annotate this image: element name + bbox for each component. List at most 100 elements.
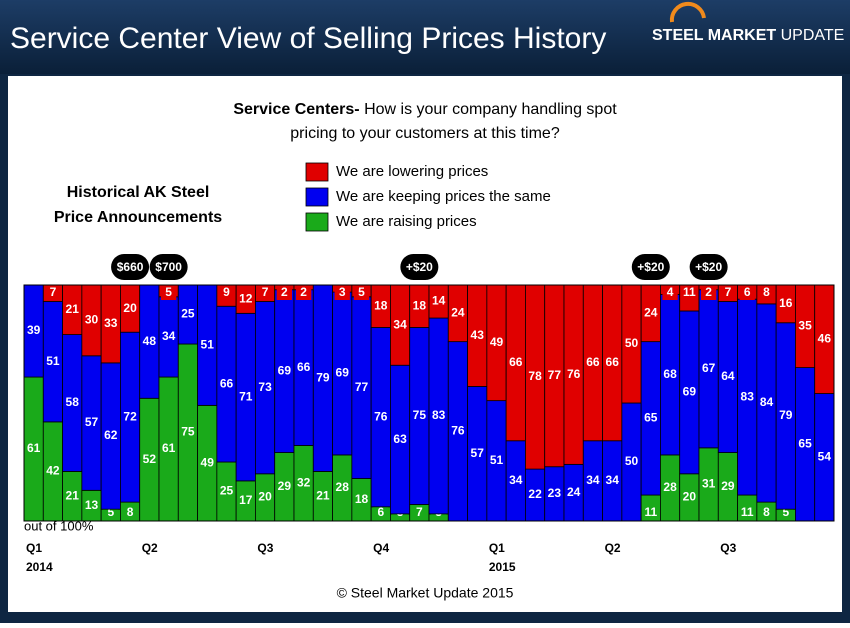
label-box	[758, 506, 775, 520]
label-box	[218, 286, 235, 300]
label-box	[681, 286, 697, 300]
label-box	[276, 286, 292, 300]
value-label: 71	[239, 389, 253, 403]
value-label: 51	[201, 337, 215, 351]
value-label: 5	[358, 285, 365, 299]
value-label: 31	[702, 477, 716, 491]
value-label: 42	[46, 464, 60, 478]
value-label: 66	[509, 355, 523, 369]
value-label: 4	[667, 285, 674, 299]
value-label: 57	[85, 415, 99, 429]
announcement-label: $700	[155, 260, 182, 274]
value-label: 83	[741, 389, 755, 403]
label-box	[720, 286, 736, 300]
value-label: 77	[355, 380, 369, 394]
value-label: 8	[127, 505, 134, 519]
plot-frame	[23, 284, 835, 522]
value-label: 76	[451, 423, 465, 437]
value-label: 66	[297, 360, 311, 374]
value-label: 54	[818, 449, 832, 463]
legend-swatch	[305, 187, 329, 207]
axis-note: out of 100%	[24, 518, 94, 533]
header-bar	[0, 0, 850, 74]
value-label: 14	[432, 294, 446, 308]
value-label: 18	[355, 492, 369, 506]
value-label: 18	[374, 298, 388, 312]
value-label: 69	[683, 385, 697, 399]
value-label: 29	[721, 479, 735, 493]
value-label: 35	[798, 318, 812, 332]
value-label: 50	[625, 336, 639, 350]
legend-swatch	[305, 162, 329, 182]
value-label: 29	[278, 479, 292, 493]
year-label: 2014	[26, 560, 53, 574]
value-label: 12	[239, 291, 253, 305]
value-label: 52	[143, 452, 157, 466]
label-box	[701, 286, 717, 300]
x-tick-label: Q3	[257, 541, 273, 555]
value-label: 66	[586, 355, 600, 369]
question-text: How is your company handling spot	[364, 101, 617, 118]
value-label: 9	[223, 285, 230, 299]
value-label: 84	[760, 395, 774, 409]
value-label: 20	[683, 490, 697, 504]
value-label: 17	[239, 493, 253, 507]
label-box	[373, 506, 389, 520]
value-label: 11	[683, 285, 696, 299]
label-box	[739, 286, 755, 300]
value-label: 79	[779, 408, 793, 422]
value-label: 32	[297, 475, 311, 489]
announcement-badge	[400, 254, 439, 280]
x-tick-label: Q1	[26, 541, 42, 555]
value-label: 5	[782, 505, 789, 519]
x-tick-label: Q1	[489, 541, 505, 555]
question-line: pricing to your customers at this time?	[290, 125, 560, 142]
value-label: 34	[162, 329, 176, 343]
value-label: 6	[377, 505, 384, 519]
value-label: 25	[220, 484, 234, 498]
value-label: 8	[763, 285, 770, 299]
label-box	[411, 506, 427, 520]
logo: STEEL MARKET UPDATE	[652, 27, 844, 44]
value-label: 7	[725, 285, 732, 299]
announcement-label: +$20	[406, 260, 433, 274]
label-box	[296, 286, 312, 300]
source: © Steel Market Update 2015	[337, 585, 514, 601]
value-label: 24	[567, 485, 581, 499]
value-label: 24	[451, 305, 465, 319]
value-label: 64	[721, 369, 735, 383]
legend-label: We are raising prices	[336, 213, 477, 230]
value-label: 73	[258, 380, 272, 394]
value-label: 28	[663, 480, 677, 494]
annotation-title: Historical AK Steel	[67, 184, 210, 201]
value-label: 28	[336, 480, 350, 494]
value-label: 75	[181, 425, 195, 439]
value-label: 75	[413, 408, 427, 422]
value-label: 34	[586, 473, 600, 487]
value-label: 11	[644, 505, 657, 519]
x-tick-label: Q4	[373, 541, 389, 555]
announcement-badge	[149, 254, 188, 280]
legend-label: We are keeping prices the same	[336, 188, 551, 205]
value-label: 76	[567, 367, 581, 381]
x-tick-label: Q2	[605, 541, 621, 555]
value-label: 34	[393, 317, 407, 331]
value-label: 22	[528, 487, 542, 501]
label-box	[739, 506, 755, 520]
value-label: 30	[85, 313, 99, 327]
value-label: 62	[104, 428, 118, 442]
legend-label: We are lowering prices	[336, 163, 488, 180]
label-box	[353, 286, 370, 300]
value-label: 8	[763, 505, 770, 519]
question-line: Service Centers- How is your company han…	[233, 101, 617, 118]
announcement-badge	[631, 254, 670, 280]
value-label: 5	[165, 285, 172, 299]
value-label: 21	[316, 488, 330, 502]
value-label: 78	[528, 369, 542, 383]
value-label: 79	[316, 370, 330, 384]
value-label: 69	[278, 363, 292, 377]
logo-bold: STEEL MARKET	[652, 27, 776, 44]
announcement-label: $660	[117, 260, 144, 274]
announcement-label: +$20	[637, 260, 664, 274]
